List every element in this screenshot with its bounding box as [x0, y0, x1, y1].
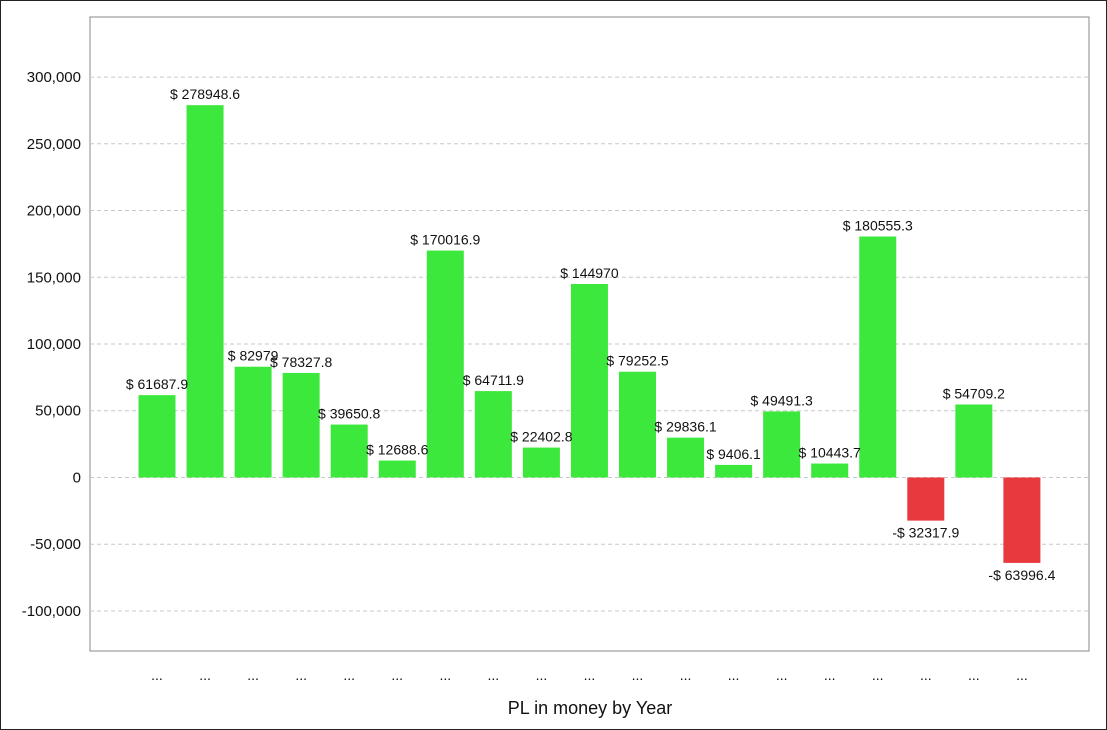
- x-axis-title: PL in money by Year: [508, 698, 672, 718]
- bar: [667, 437, 705, 478]
- bar-value-label: $ 82979: [228, 348, 279, 364]
- y-tick-label: -100,000: [22, 603, 81, 620]
- bar-value-label: $ 170016.9: [410, 232, 480, 248]
- bar-value-label: $ 49491.3: [751, 392, 813, 408]
- x-category-label: ...: [584, 667, 596, 683]
- x-category-label: ...: [247, 667, 259, 683]
- x-category-label: ...: [872, 667, 884, 683]
- bar: [138, 395, 176, 478]
- bar-data-labels: $ 61687.9 $ 278948.6 $ 82979$ 78327.8 $ 396…: [126, 86, 1056, 583]
- x-category-label: ...: [776, 667, 788, 683]
- x-category-label: ...: [295, 667, 307, 683]
- bar: [619, 371, 656, 478]
- y-tick-label: 300,000: [27, 69, 81, 86]
- bar-value-label: $ 61687.9: [126, 376, 188, 392]
- y-tick-label: 200,000: [27, 203, 81, 220]
- x-axis-categories: ........................................…: [151, 667, 1028, 683]
- bar-value-label: $ 79252.5: [606, 353, 668, 369]
- bar: [570, 283, 608, 478]
- y-tick-label: -50,000: [30, 536, 81, 553]
- bar-value-label: $ 22402.8: [510, 429, 572, 445]
- bar-value-label: -$ 32317.9: [892, 525, 959, 541]
- bar-value-label: $ 180555.3: [843, 217, 913, 233]
- bar: [234, 366, 272, 478]
- bar: [1003, 477, 1041, 563]
- bar-value-label: $ 64711.9: [463, 372, 524, 388]
- bar: [282, 372, 320, 478]
- x-category-label: ...: [488, 667, 500, 683]
- bar: [907, 477, 945, 521]
- x-category-label: ...: [1016, 667, 1028, 683]
- y-tick-label: 150,000: [27, 269, 81, 286]
- bar: [426, 250, 464, 478]
- bar: [715, 464, 753, 478]
- bar-value-label: $ 9406.1: [706, 446, 761, 462]
- x-category-label: ...: [199, 667, 211, 683]
- bar: [186, 105, 224, 478]
- bar: [522, 447, 560, 478]
- bar-value-label: $ 144970: [560, 265, 619, 281]
- bar-value-label: $ 12688.6: [366, 442, 428, 458]
- x-category-label: ...: [920, 667, 932, 683]
- bar-value-label: $ 278948.6: [170, 86, 240, 102]
- x-category-label: ...: [824, 667, 836, 683]
- y-axis-ticks: 300,000 250,000 200,000 150,000 100,000 50,00…: [22, 69, 81, 620]
- x-category-label: ...: [632, 667, 644, 683]
- bar: [474, 391, 512, 478]
- x-category-label: ...: [439, 667, 451, 683]
- y-tick-label: 250,000: [27, 136, 81, 153]
- bar-value-label: $ 54709.2: [943, 385, 1005, 401]
- bar-value-label: $ 29836.1: [654, 419, 716, 435]
- bar: [763, 411, 801, 478]
- x-category-label: ...: [968, 667, 980, 683]
- x-category-label: ...: [728, 667, 740, 683]
- bar: [811, 463, 849, 478]
- bar: [378, 460, 416, 478]
- y-tick-label: 50,000: [35, 403, 81, 420]
- bar-value-label: $ 78327.8: [270, 354, 332, 370]
- x-category-label: ...: [536, 667, 548, 683]
- x-category-label: ...: [680, 667, 692, 683]
- x-category-label: ...: [151, 667, 163, 683]
- bar: [859, 236, 897, 478]
- bar-value-label: $ 39650.8: [318, 406, 380, 422]
- bar: [330, 424, 368, 478]
- bar: [955, 404, 993, 478]
- y-tick-label: 100,000: [27, 336, 81, 353]
- bar-value-label: -$ 63996.4: [988, 567, 1055, 583]
- bars: [138, 105, 1041, 563]
- bar-value-label: $ 10443.7: [799, 445, 861, 461]
- x-category-label: ...: [391, 667, 403, 683]
- y-tick-label: 0: [73, 469, 81, 486]
- x-category-label: ...: [343, 667, 355, 683]
